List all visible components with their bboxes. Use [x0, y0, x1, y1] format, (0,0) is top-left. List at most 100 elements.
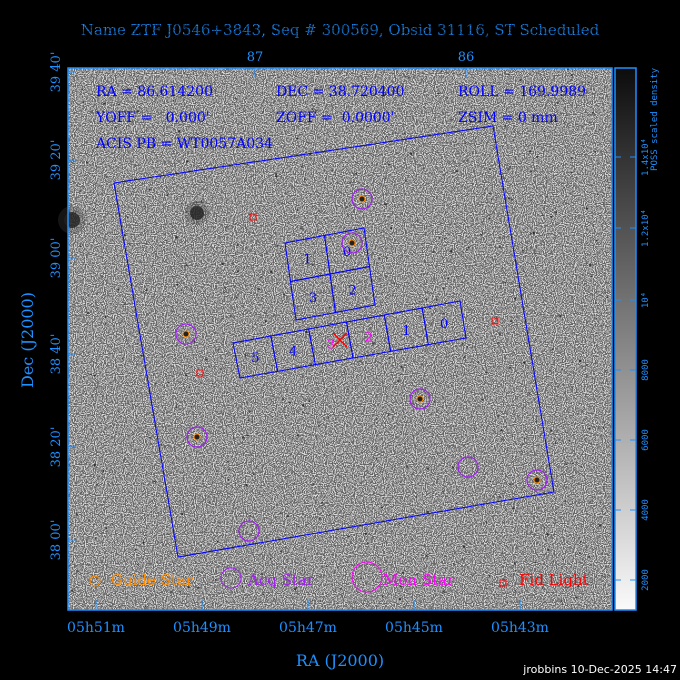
- faint-star: [81, 88, 84, 91]
- faint-star: [389, 434, 391, 436]
- faint-star: [229, 314, 233, 317]
- faint-star: [549, 417, 551, 419]
- faint-star: [414, 402, 417, 404]
- faint-star: [555, 430, 558, 433]
- legend-guide-icon: [89, 575, 101, 587]
- faint-star: [565, 92, 567, 95]
- faint-star: [144, 242, 147, 245]
- faint-star: [594, 117, 596, 118]
- faint-star: [324, 291, 326, 294]
- faint-star: [463, 542, 465, 544]
- faint-star: [186, 160, 189, 163]
- faint-star: [478, 512, 480, 513]
- faint-star: [406, 422, 408, 424]
- faint-star: [94, 497, 97, 500]
- faint-star: [153, 295, 156, 298]
- faint-star: [285, 552, 288, 554]
- faint-star: [126, 268, 128, 271]
- faint-star: [260, 276, 263, 279]
- faint-star: [316, 86, 318, 89]
- faint-star: [597, 290, 599, 293]
- faint-star: [219, 368, 222, 370]
- faint-star: [500, 429, 503, 431]
- faint-star: [562, 558, 565, 561]
- faint-star: [187, 586, 190, 589]
- faint-star: [214, 90, 217, 93]
- faint-star: [416, 573, 419, 576]
- faint-star: [200, 200, 203, 203]
- faint-star: [105, 397, 108, 400]
- faint-star: [250, 515, 252, 517]
- faint-star: [488, 168, 491, 171]
- faint-star: [138, 439, 141, 442]
- y-tick-label: 39 20': [49, 140, 64, 181]
- faint-star: [117, 288, 120, 291]
- faint-star: [539, 91, 542, 95]
- faint-star: [304, 178, 306, 181]
- guide-star-marker: [182, 330, 190, 338]
- faint-star: [218, 427, 220, 429]
- chip-label: 4: [289, 344, 297, 359]
- faint-star: [473, 456, 475, 458]
- colorbar-tick-label: 1.4x10⁴: [641, 138, 651, 176]
- faint-star: [80, 461, 83, 464]
- faint-star: [433, 400, 435, 403]
- faint-star: [403, 75, 406, 78]
- faint-star: [506, 594, 508, 596]
- faint-star: [206, 399, 208, 401]
- faint-star: [555, 211, 558, 214]
- fid-light-marker: [196, 369, 204, 377]
- faint-star: [179, 499, 182, 502]
- faint-star: [403, 133, 406, 135]
- faint-star: [74, 249, 76, 251]
- faint-star: [558, 438, 561, 441]
- faint-star: [228, 115, 230, 117]
- faint-star: [204, 188, 206, 191]
- acq-star-marker: [341, 232, 363, 254]
- faint-star: [317, 425, 320, 427]
- guide-star-marker: [348, 239, 356, 247]
- faint-star: [459, 108, 461, 110]
- faint-star: [366, 542, 369, 545]
- faint-star: [471, 96, 473, 98]
- faint-star: [605, 369, 608, 372]
- faint-star: [166, 419, 167, 420]
- faint-star: [319, 600, 322, 602]
- faint-star: [386, 257, 388, 259]
- faint-star: [300, 165, 304, 169]
- faint-star: [606, 179, 609, 181]
- faint-star: [311, 599, 314, 602]
- faint-star: [372, 341, 375, 344]
- faint-star: [74, 436, 76, 438]
- faint-star: [171, 310, 174, 313]
- faint-star: [298, 452, 300, 455]
- faint-star: [388, 486, 390, 488]
- faint-star: [171, 376, 173, 377]
- faint-star: [160, 110, 163, 112]
- faint-star: [329, 322, 332, 325]
- faint-star: [315, 109, 318, 112]
- faint-star: [217, 348, 220, 351]
- faint-star: [214, 584, 216, 585]
- faint-star: [324, 418, 326, 420]
- faint-star: [571, 92, 574, 95]
- colorbar-tick-label: 10⁴: [641, 292, 651, 308]
- faint-star: [288, 401, 291, 404]
- y-tick-label: 39 40': [49, 52, 64, 93]
- faint-star: [407, 447, 410, 450]
- faint-star: [410, 538, 413, 542]
- faint-star: [435, 177, 436, 178]
- guide-star-marker: [358, 195, 366, 203]
- faint-star: [93, 374, 96, 377]
- faint-star: [314, 593, 316, 595]
- faint-star: [246, 163, 249, 166]
- faint-star: [266, 374, 269, 377]
- faint-star: [202, 531, 206, 534]
- faint-star: [199, 84, 202, 87]
- x-axis-label: RA (J2000): [296, 651, 384, 670]
- legend-mon-label: Mon Star: [383, 571, 455, 589]
- faint-star: [112, 470, 114, 473]
- faint-star: [565, 463, 568, 466]
- faint-star: [235, 296, 238, 299]
- faint-star: [102, 469, 105, 472]
